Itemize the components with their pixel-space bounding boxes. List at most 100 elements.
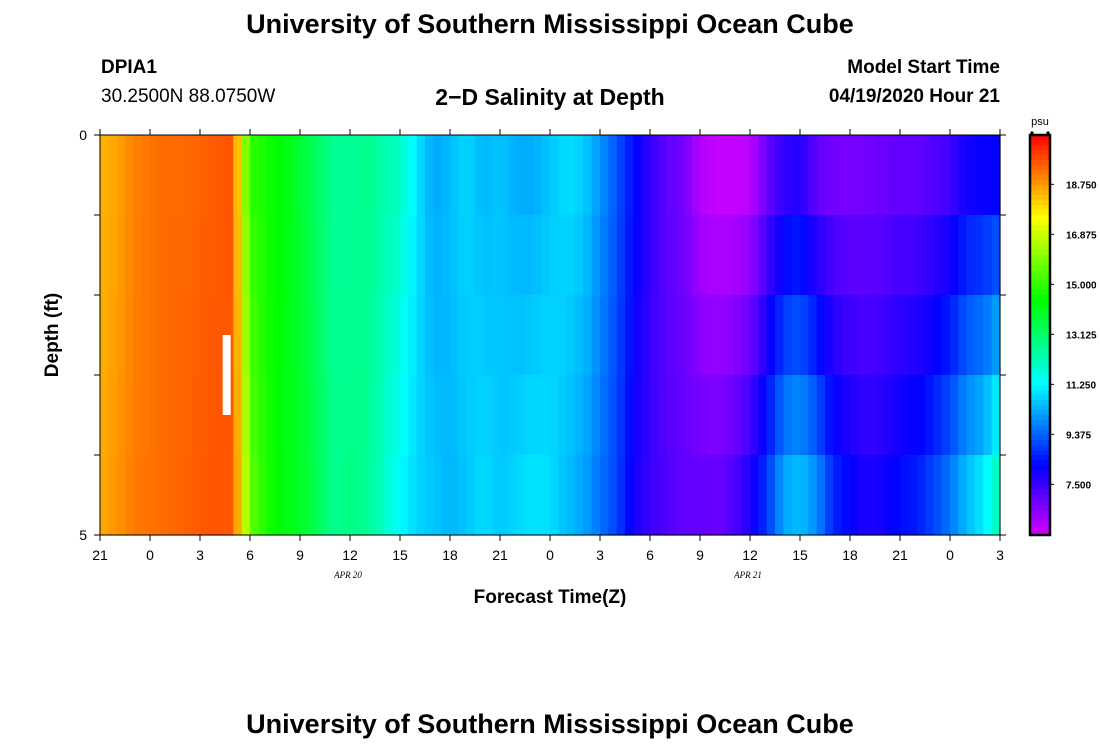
heatmap-cell — [391, 375, 401, 456]
x-tick-label: 6 — [246, 547, 254, 563]
heatmap-cell — [466, 295, 476, 376]
colorbar-segment — [1030, 195, 1050, 201]
colorbar-segment — [1030, 270, 1050, 276]
heatmap-cell — [775, 455, 784, 536]
heatmap-cell — [791, 215, 801, 296]
heatmap-cell — [691, 135, 701, 216]
heatmap-cell — [908, 375, 918, 456]
heatmap-cell — [441, 455, 451, 536]
heatmap-cell — [200, 215, 209, 296]
heatmap-cell — [466, 375, 476, 456]
heatmap-cell — [766, 215, 776, 296]
heatmap-cell — [566, 215, 576, 296]
heatmap-cell — [116, 295, 126, 376]
heatmap-cell — [100, 295, 109, 376]
heatmap-cell — [933, 455, 943, 536]
heatmap-cell — [791, 295, 801, 376]
heatmap-cell — [766, 455, 776, 536]
heatmap-cell — [308, 135, 318, 216]
heatmap-cell — [366, 295, 376, 376]
heatmap-cell — [850, 135, 859, 216]
heatmap-cell — [891, 215, 901, 296]
heatmap-cell — [975, 455, 984, 536]
heatmap-cell — [233, 455, 243, 536]
colorbar-tick-label: 7.500 — [1066, 480, 1091, 491]
heatmap-cell — [816, 455, 826, 536]
heatmap-cell — [658, 295, 668, 376]
heatmap-cell — [666, 455, 676, 536]
heatmap-cell — [783, 135, 793, 216]
heatmap-cell — [683, 135, 693, 216]
heatmap-cell — [991, 455, 1001, 536]
heatmap-cell — [966, 375, 976, 456]
colorbar-segment — [1030, 150, 1050, 156]
heatmap-cell — [608, 295, 618, 376]
heatmap-cell — [183, 375, 193, 456]
heatmap-cell — [775, 135, 784, 216]
colorbar-segment — [1030, 415, 1050, 421]
heatmap-cell — [700, 455, 709, 536]
heatmap-cell — [841, 375, 851, 456]
colorbar-segment — [1030, 275, 1050, 281]
heatmap-cell — [141, 455, 151, 536]
heatmap-cell — [733, 455, 743, 536]
colorbar-segment — [1030, 390, 1050, 396]
heatmap-cell — [508, 135, 518, 216]
heatmap-cell — [833, 135, 843, 216]
heatmap-cell — [208, 375, 218, 456]
colorbar-segment — [1030, 380, 1050, 386]
heatmap-cell — [633, 295, 643, 376]
colorbar-segment — [1030, 310, 1050, 316]
heatmap-cell — [750, 135, 759, 216]
heatmap-cell — [258, 135, 268, 216]
heatmap-cell — [341, 135, 351, 216]
heatmap-cell — [800, 455, 809, 536]
colorbar-segment — [1030, 465, 1050, 471]
heatmap-cell — [658, 215, 668, 296]
heatmap-cell — [525, 455, 534, 536]
colorbar-segment — [1030, 375, 1050, 381]
heatmap-cell — [516, 135, 526, 216]
heatmap-cell — [150, 295, 159, 376]
heatmap-cell — [725, 215, 734, 296]
heatmap-cell — [125, 135, 134, 216]
heatmap-cell — [750, 455, 759, 536]
heatmap-cell — [991, 375, 1001, 456]
heatmap-cell — [391, 215, 401, 296]
heatmap-cell — [275, 215, 284, 296]
heatmap-cell — [433, 215, 443, 296]
heatmap-cell — [658, 455, 668, 536]
heatmap-cell — [191, 295, 201, 376]
colorbar-segment — [1030, 455, 1050, 461]
heatmap-cell — [508, 375, 518, 456]
heatmap-cell — [383, 135, 393, 216]
colorbar-segment — [1030, 520, 1050, 526]
heatmap-cell — [258, 375, 268, 456]
heatmap-cell — [783, 215, 793, 296]
heatmap-cell — [908, 215, 918, 296]
heatmap-cell — [566, 295, 576, 376]
heatmap-cell — [625, 295, 634, 376]
heatmap-cell — [575, 135, 584, 216]
heatmap-cell — [983, 135, 993, 216]
heatmap-cell — [716, 295, 726, 376]
heatmap-cell — [425, 375, 434, 456]
heatmap-cell — [650, 135, 659, 216]
heatmap-cell — [333, 455, 343, 536]
heatmap-cell — [833, 295, 843, 376]
heatmap-cell — [566, 375, 576, 456]
model-start-label: Model Start Time — [847, 57, 1000, 78]
heatmap-cell — [166, 295, 176, 376]
heatmap-cell — [491, 295, 501, 376]
heatmap-cell — [916, 375, 926, 456]
heatmap-cell — [716, 375, 726, 456]
colorbar-tick-label: 15.000 — [1066, 280, 1097, 291]
heatmap-cell — [725, 455, 734, 536]
heatmap-cell — [575, 295, 584, 376]
heatmap-cell — [675, 455, 684, 536]
heatmap-cell — [800, 375, 809, 456]
colorbar-segment — [1030, 225, 1050, 231]
heatmap-cell — [983, 375, 993, 456]
colorbar-segment — [1030, 525, 1050, 531]
